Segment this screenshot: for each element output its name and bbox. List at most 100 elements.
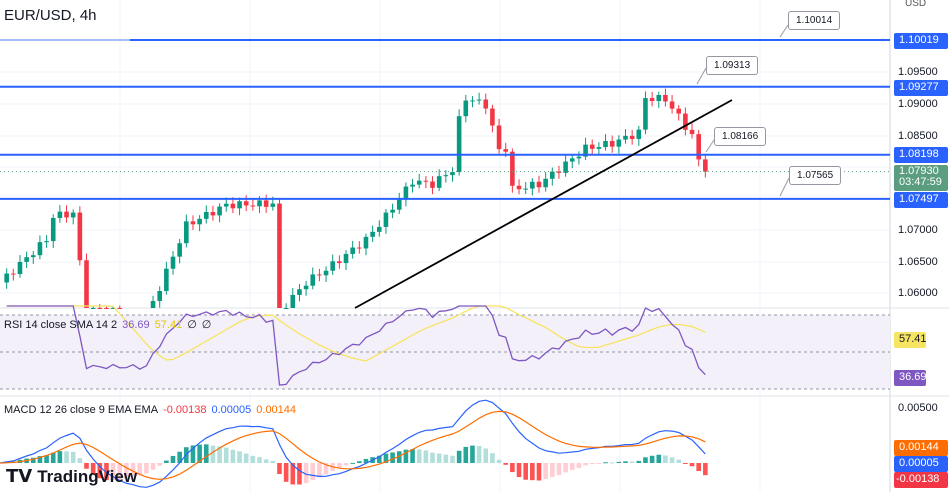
price-tick: 1.06000 — [898, 287, 938, 299]
macd-histogram-bar — [416, 449, 422, 463]
macd-histogram-bar — [450, 455, 455, 463]
macd-histogram-bar — [124, 463, 129, 479]
candle-body — [616, 139, 622, 147]
macd-legend[interactable]: MACD 12 26 close 9 EMA EMA -0.00138 0.0000… — [4, 404, 296, 416]
candle-body — [503, 149, 509, 152]
macd-histogram-bar — [656, 454, 662, 463]
macd-histogram-bar — [583, 463, 588, 466]
candle-body — [70, 212, 76, 218]
price-tick: 1.09000 — [898, 98, 938, 110]
candle-body — [164, 268, 169, 292]
macd-histogram-bar — [436, 453, 442, 463]
price-callout[interactable]: 1.08166 — [714, 127, 767, 146]
candle-body — [337, 261, 342, 264]
macd-histogram-bar — [470, 445, 475, 463]
candle-body — [250, 205, 256, 207]
macd-histogram-bar — [323, 463, 329, 475]
candle-body — [450, 172, 455, 176]
candle-body — [443, 175, 449, 177]
macd-histogram-bar — [144, 463, 149, 474]
price-tick: 1.09500 — [898, 66, 938, 78]
candle-body — [589, 144, 595, 149]
macd-histogram-bar — [170, 455, 176, 463]
candle-body — [569, 158, 575, 162]
macd-histogram-bar — [423, 450, 429, 463]
macd-histogram-bar — [403, 449, 409, 463]
rsi-line — [6, 305, 706, 386]
rsi-sma-line — [6, 305, 706, 362]
candle-body — [57, 211, 63, 218]
candle-body — [510, 151, 515, 186]
price-callout[interactable]: 1.10014 — [788, 11, 841, 30]
candle-body — [150, 301, 156, 308]
candle-body — [217, 206, 222, 216]
macd-value: 0.00005 — [211, 404, 252, 416]
macd-histogram-bar — [157, 463, 163, 466]
macd-histogram-bar — [270, 460, 276, 463]
rsi-na: ∅ — [201, 319, 212, 331]
macd-histogram-bar — [510, 463, 515, 473]
candle-body — [263, 200, 269, 207]
macd-histogram-bar — [230, 449, 236, 463]
tv-logo-icon: 𝗧𝗩 — [6, 466, 33, 486]
candle-body — [243, 201, 249, 206]
macd-histogram-bar — [350, 462, 355, 464]
macd-histogram-bar — [84, 463, 89, 469]
macd-histogram-bar — [616, 461, 622, 463]
candle-body — [410, 184, 415, 187]
macd-histogram-bar — [317, 463, 322, 478]
hist-tag: -0.00138 — [894, 472, 948, 488]
macd-histogram-bar — [663, 455, 668, 463]
candle-body — [556, 171, 562, 173]
currency-selector[interactable]: USD — [905, 0, 927, 9]
level-tag: 1.10019 — [894, 33, 948, 49]
candle-body — [343, 253, 349, 264]
signal-tag: 0.00144 — [894, 440, 948, 456]
candle-body — [456, 116, 462, 173]
candle-body — [117, 308, 123, 309]
candle-body — [483, 99, 489, 109]
candle-body — [50, 217, 56, 242]
candle-body — [170, 256, 176, 269]
macd-histogram-bar — [223, 447, 229, 463]
candle-body — [496, 125, 502, 150]
price-callout[interactable]: 1.09313 — [706, 56, 759, 75]
candle-body — [470, 100, 475, 102]
rsi-legend[interactable]: RSI 14 close SMA 14 2 36.69 57.41 ∅ ∅ — [4, 318, 211, 331]
macd-histogram-bar — [290, 463, 296, 485]
candle-body — [516, 185, 522, 190]
price-tick: 1.07000 — [898, 224, 938, 236]
macd-histogram-bar — [210, 445, 216, 463]
macd-histogram-bar — [277, 463, 282, 474]
macd-histogram-bar — [516, 463, 522, 478]
macd-histogram-bar — [37, 456, 43, 463]
candle-body — [310, 274, 316, 286]
candle-body — [463, 100, 469, 117]
candle-body — [403, 186, 409, 200]
trendline — [354, 99, 733, 309]
macd-histogram-bar — [303, 463, 309, 484]
macd-signal-value: 0.00144 — [256, 404, 297, 416]
candle-body — [396, 199, 402, 210]
candle-body — [423, 180, 429, 182]
macd-histogram-bar — [64, 451, 69, 463]
candle-body — [649, 98, 655, 102]
candle-body — [629, 135, 635, 139]
macd-histogram-bar — [110, 463, 116, 480]
macd-histogram-bar — [483, 448, 489, 463]
rsi-sma-value: 57.41 — [154, 319, 183, 331]
candle-body — [536, 181, 542, 188]
price-callout[interactable]: 1.07565 — [789, 166, 842, 185]
tradingview-logo[interactable]: 𝗧𝗩 TradingView — [6, 466, 137, 487]
candle-body — [530, 181, 535, 189]
candle-body — [603, 141, 608, 148]
macd-histogram-bar — [70, 451, 76, 463]
candle-body — [390, 209, 395, 213]
candle-body — [490, 108, 495, 126]
macd-histogram-bar — [563, 463, 568, 473]
macd-histogram-bar — [536, 463, 542, 481]
candle-body — [44, 241, 49, 243]
macd-histogram-bar — [57, 451, 63, 463]
macd-histogram-bar — [649, 455, 655, 463]
